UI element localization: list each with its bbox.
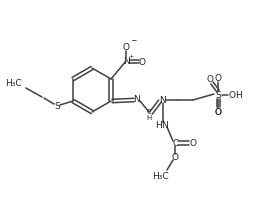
Text: O: O [123, 42, 129, 51]
Text: N: N [162, 121, 168, 130]
Text: S: S [215, 90, 221, 99]
Text: H: H [155, 121, 161, 130]
Text: O: O [206, 75, 214, 84]
Text: O: O [214, 108, 222, 117]
Text: C: C [172, 139, 178, 147]
Text: O: O [229, 90, 235, 99]
Text: O: O [214, 108, 222, 117]
Text: +: + [128, 53, 134, 59]
Text: C: C [147, 109, 151, 115]
Text: O: O [214, 73, 222, 82]
Text: O: O [139, 57, 145, 66]
Text: O: O [171, 152, 179, 161]
Text: −: − [130, 37, 136, 46]
Text: H: H [236, 90, 242, 99]
Text: N: N [123, 57, 129, 66]
Text: N: N [134, 95, 140, 103]
Text: S: S [54, 101, 60, 110]
Text: N: N [160, 95, 166, 104]
Text: O: O [190, 139, 197, 147]
Text: H: H [146, 115, 152, 121]
Text: H₃C: H₃C [152, 172, 168, 180]
Text: H₃C: H₃C [5, 79, 22, 88]
